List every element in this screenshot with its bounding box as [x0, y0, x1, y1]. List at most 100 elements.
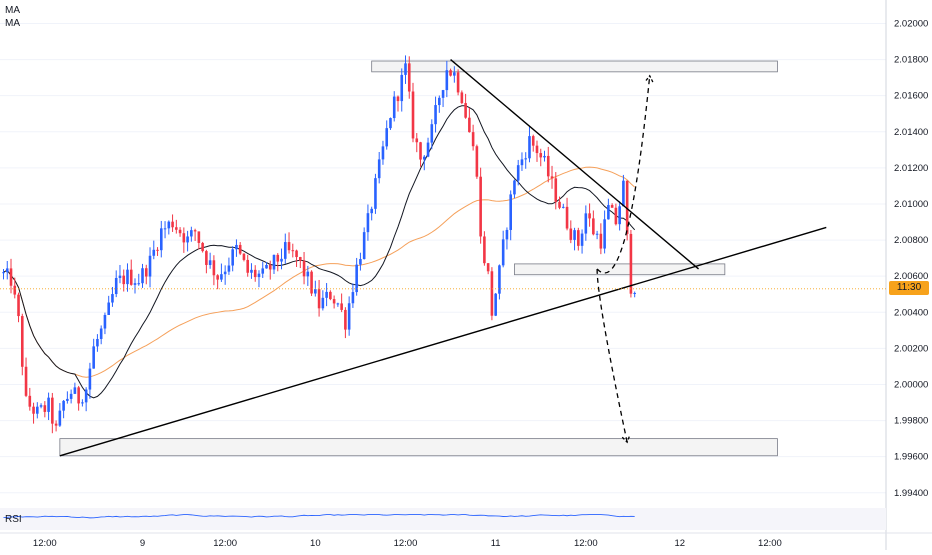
mid-zone — [514, 263, 726, 276]
candle-body — [280, 258, 283, 262]
candle-body — [359, 259, 362, 265]
candle — [9, 258, 13, 294]
candle-body — [66, 398, 69, 401]
candle — [347, 296, 351, 336]
candle — [163, 221, 167, 239]
candle — [81, 399, 84, 407]
candle — [28, 387, 32, 411]
candle-body — [178, 229, 182, 234]
candle — [377, 151, 381, 184]
candle — [66, 391, 69, 404]
candle — [355, 257, 358, 296]
price-tick-label: 2.00200 — [894, 343, 928, 354]
candle — [494, 292, 497, 317]
candle-body — [32, 406, 35, 414]
descending-resistance — [450, 59, 699, 270]
candle — [268, 260, 272, 280]
candle-body — [190, 230, 193, 237]
candle-body — [235, 244, 238, 250]
candle — [118, 264, 122, 284]
candle-body — [242, 253, 246, 260]
candle — [422, 155, 426, 171]
candle-body — [370, 208, 373, 214]
candle-body — [163, 228, 167, 230]
candle-body — [265, 264, 268, 269]
time-tick-label: 12:00 — [574, 538, 598, 549]
indicator-label-ma-1[interactable]: MA — [5, 5, 20, 16]
candle-body — [216, 275, 219, 280]
candle — [43, 401, 47, 418]
candle — [520, 152, 524, 171]
candle-body — [2, 272, 5, 274]
candle — [156, 247, 159, 256]
time-tick-label: 10 — [310, 538, 321, 549]
candle — [39, 403, 43, 409]
candle — [633, 291, 636, 298]
candle-body — [77, 387, 80, 404]
candle-body — [415, 138, 419, 143]
candle-body — [561, 206, 565, 208]
zones — [59, 60, 778, 457]
indicator-label-ma-2[interactable]: MA — [5, 18, 20, 29]
candle-body — [20, 316, 24, 367]
candle-body — [88, 368, 92, 390]
candle-body — [291, 250, 295, 252]
candle — [332, 295, 336, 309]
time-tick-label: 12 — [674, 538, 685, 549]
candle — [283, 233, 287, 264]
candle-body — [407, 63, 411, 92]
candle-body — [633, 292, 636, 294]
candle — [561, 203, 565, 209]
candle-body — [246, 259, 250, 273]
candle — [152, 240, 156, 260]
candles — [2, 55, 636, 434]
candle — [456, 69, 460, 96]
candle-body — [205, 251, 208, 265]
candle — [362, 227, 366, 260]
candle — [479, 167, 482, 244]
candle-body — [306, 271, 310, 277]
candle — [238, 242, 242, 256]
candle-body — [310, 271, 313, 294]
candle — [197, 231, 201, 250]
candle — [524, 152, 528, 169]
candle — [47, 392, 50, 421]
candle-body — [58, 410, 62, 426]
candle-body — [501, 239, 505, 266]
candle-body — [51, 397, 54, 424]
candle — [51, 392, 54, 434]
price-tick-label: 2.00800 — [894, 235, 928, 246]
candle-body — [558, 201, 561, 208]
candle — [291, 243, 295, 258]
candle-body — [362, 232, 366, 260]
candle-body — [584, 213, 588, 234]
candle-body — [486, 263, 490, 272]
candle-body — [13, 285, 17, 295]
candle-body — [449, 70, 452, 76]
candle — [325, 283, 328, 307]
rsi-label[interactable]: RSI — [5, 514, 22, 525]
resistance-zone — [371, 60, 778, 73]
candle-body — [629, 233, 633, 294]
candle-body — [197, 231, 201, 243]
candle — [167, 220, 171, 235]
candle — [13, 277, 17, 299]
candle-body — [419, 142, 422, 160]
candle-body — [347, 303, 351, 330]
bearish-projection-arrowhead — [621, 435, 631, 444]
candle-body — [159, 228, 163, 251]
candle-body — [471, 132, 475, 147]
candle — [321, 290, 325, 311]
candle — [535, 140, 539, 162]
candle — [73, 382, 77, 395]
candle — [603, 210, 606, 254]
price-tick-label: 2.01800 — [894, 55, 928, 66]
candle-body — [453, 72, 456, 76]
candle-body — [156, 249, 159, 251]
candle — [389, 117, 392, 130]
candle-body — [441, 90, 445, 98]
price-axis-labels: 2.02000 2.01800 2.01600 2.01400 2.01200 2.010… — [894, 18, 928, 498]
candle-body — [227, 265, 231, 272]
